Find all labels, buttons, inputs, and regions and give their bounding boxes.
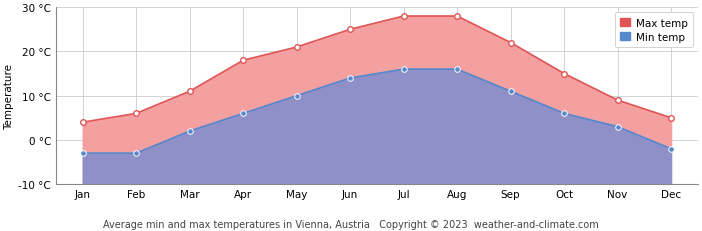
Legend: Max temp, Min temp: Max temp, Min temp <box>615 13 693 48</box>
Text: Average min and max temperatures in Vienna, Austria   Copyright © 2023  weather-: Average min and max temperatures in Vien… <box>103 219 599 229</box>
Y-axis label: Temperature: Temperature <box>4 63 14 129</box>
